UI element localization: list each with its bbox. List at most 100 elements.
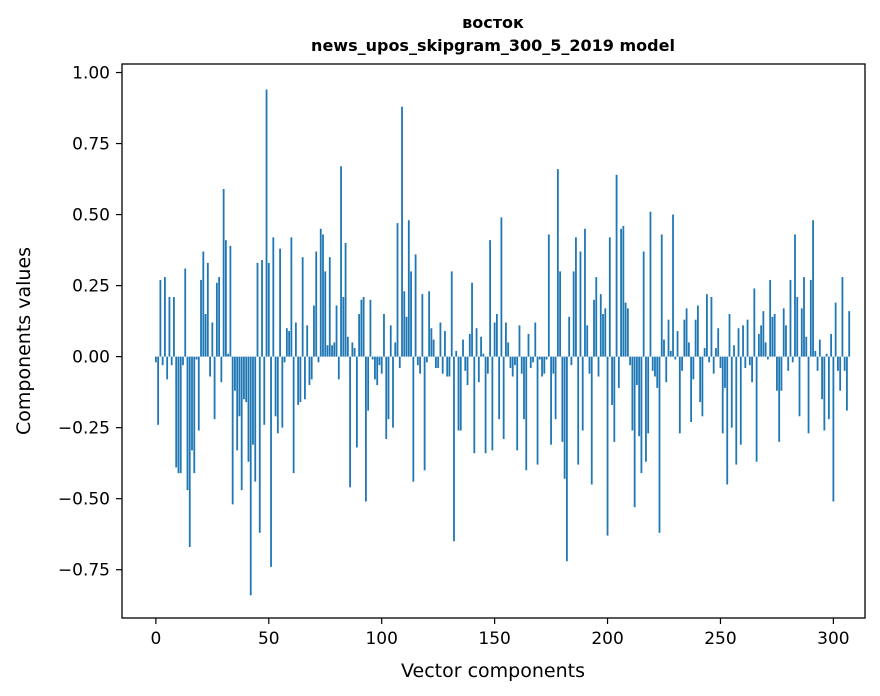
bar-205 [617, 356, 620, 388]
bar-14 [186, 356, 189, 491]
bar-118 [421, 294, 424, 357]
bar-288 [805, 336, 808, 357]
bar-98 [376, 356, 379, 386]
bar-124 [435, 356, 437, 368]
bar-113 [410, 271, 412, 357]
bar-263 [748, 356, 751, 366]
bar-163 [523, 356, 525, 420]
bar-45 [256, 262, 259, 357]
bar-227 [667, 319, 670, 357]
bar-86 [349, 356, 351, 488]
bar-165 [527, 333, 530, 357]
bar-206 [620, 228, 622, 357]
bar-46 [258, 356, 261, 533]
bar-27 [215, 282, 218, 357]
bar-254 [728, 314, 731, 357]
bar-243 [703, 348, 706, 357]
bar-16 [191, 356, 193, 451]
bar-260 [742, 325, 744, 357]
bar-220 [651, 356, 654, 371]
bar-94 [367, 356, 370, 411]
bar-104 [389, 325, 392, 357]
bar-159 [514, 356, 516, 366]
bar-73 [319, 228, 322, 357]
bar-302 [837, 356, 839, 371]
bar-137 [464, 356, 467, 371]
bar-282 [791, 356, 794, 363]
bar-236 [687, 342, 690, 357]
bar-261 [744, 356, 747, 368]
bar-167 [532, 356, 534, 363]
bar-294 [818, 339, 821, 357]
bar-122 [430, 328, 433, 357]
bar-239 [694, 319, 697, 357]
bar-304 [841, 277, 844, 357]
bar-179 [559, 271, 562, 357]
bar-11 [179, 356, 182, 474]
y-tick-label: −0.75 [58, 561, 110, 581]
bar-168 [534, 322, 537, 357]
bar-119 [423, 356, 426, 471]
bar-96 [371, 356, 374, 360]
bar-134 [457, 356, 460, 431]
bar-77 [328, 257, 331, 357]
bar-40 [245, 356, 248, 403]
bar-52 [272, 237, 275, 357]
bar-247 [712, 356, 715, 374]
bar-64 [299, 356, 302, 403]
bar-117 [419, 356, 421, 374]
bar-34 [231, 356, 234, 505]
bar-125 [437, 356, 440, 368]
bar-266 [755, 356, 758, 462]
bar-28 [218, 277, 221, 357]
bar-298 [827, 356, 830, 420]
bar-278 [782, 308, 785, 357]
bar-15 [188, 356, 191, 547]
bar-103 [387, 356, 390, 420]
bar-202 [611, 356, 613, 405]
bar-49 [265, 89, 268, 357]
bar-53 [274, 356, 277, 417]
bar-70 [313, 305, 315, 357]
bar-229 [672, 214, 674, 357]
bar-48 [263, 356, 266, 425]
bar-305 [843, 356, 846, 371]
bar-25 [211, 322, 214, 357]
bar-291 [812, 220, 814, 357]
bar-149 [491, 356, 494, 451]
bar-224 [660, 234, 663, 357]
bar-255 [730, 356, 733, 428]
bar-110 [403, 291, 406, 357]
bar-174 [547, 234, 550, 357]
bar-51 [270, 356, 272, 567]
bar-95 [369, 299, 372, 357]
bar-85 [346, 336, 349, 357]
bar-276 [778, 356, 781, 442]
bar-273 [771, 316, 774, 357]
bar-211 [631, 356, 634, 431]
bar-111 [405, 316, 408, 357]
bar-303 [839, 356, 842, 391]
bar-136 [462, 339, 464, 357]
bar-200 [606, 356, 609, 536]
bar-2 [159, 279, 162, 357]
x-axis-label: Vector components [401, 660, 585, 682]
bar-71 [315, 251, 318, 357]
bar-277 [780, 356, 783, 391]
bar-262 [746, 319, 749, 357]
bar-17 [193, 356, 196, 474]
bar-78 [331, 345, 333, 357]
x-tick-label: 150 [478, 629, 510, 649]
x-tick-label: 250 [704, 629, 736, 649]
bar-180 [561, 356, 564, 442]
bar-66 [304, 356, 306, 400]
chart-title-line1: восток [462, 13, 524, 32]
bar-141 [473, 356, 476, 454]
bar-47 [261, 260, 263, 357]
bar-182 [566, 356, 568, 562]
bar-164 [525, 356, 528, 471]
bar-19 [197, 356, 200, 431]
bar-181 [563, 356, 566, 479]
bar-116 [416, 356, 419, 366]
bar-150 [493, 322, 496, 357]
